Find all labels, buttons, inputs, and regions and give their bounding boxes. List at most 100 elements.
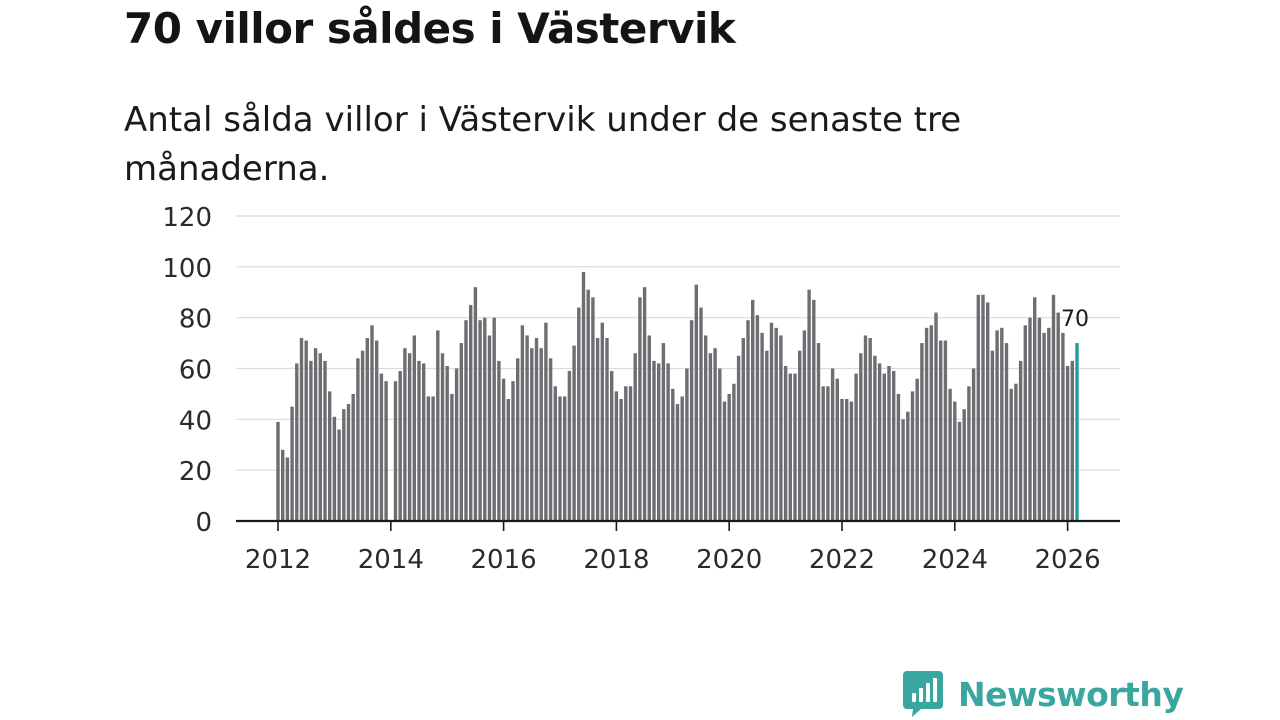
bar <box>553 386 557 521</box>
bar <box>821 386 825 521</box>
bar <box>600 322 604 521</box>
bar <box>718 368 722 521</box>
x-tick-label: 2018 <box>583 545 649 575</box>
bar <box>393 381 398 521</box>
bar <box>986 302 990 521</box>
bar <box>1014 383 1018 521</box>
bar <box>497 360 501 522</box>
annotation: 70 <box>1061 307 1089 332</box>
bar <box>356 358 360 521</box>
bar <box>657 363 661 521</box>
bar <box>971 368 976 521</box>
bar <box>830 368 835 521</box>
newsworthy-logo-icon <box>903 671 943 717</box>
bar <box>661 343 666 521</box>
bar <box>534 338 539 521</box>
bar <box>440 353 445 521</box>
bar <box>826 386 830 521</box>
bar <box>990 350 995 521</box>
bar <box>633 353 637 521</box>
bar <box>445 365 449 521</box>
bar <box>346 404 351 521</box>
bar <box>920 343 924 521</box>
bar <box>638 297 642 521</box>
bar <box>798 350 802 521</box>
bar <box>892 371 896 521</box>
bar <box>318 353 322 521</box>
bar <box>431 396 435 521</box>
x-tick-label: 2020 <box>696 545 762 575</box>
bar <box>299 338 304 521</box>
y-tick-label: 120 <box>162 203 212 233</box>
bar <box>1023 325 1027 521</box>
bar <box>812 299 816 522</box>
bar <box>835 378 839 521</box>
bar <box>783 365 788 521</box>
bar <box>370 325 374 521</box>
bar <box>360 350 365 521</box>
bar <box>732 383 736 521</box>
bar <box>1056 312 1060 521</box>
bar <box>788 373 792 521</box>
bar <box>614 391 619 522</box>
x-tick-label: 2016 <box>471 545 537 575</box>
bar <box>849 401 854 521</box>
bar <box>642 287 647 521</box>
bar <box>464 320 468 521</box>
newsworthy-logo-text: Newsworthy <box>958 674 1184 714</box>
bar <box>1070 360 1074 522</box>
bar <box>478 320 482 521</box>
bar <box>863 335 868 521</box>
bar <box>1065 365 1070 521</box>
y-tick-label: 20 <box>179 457 212 487</box>
bar <box>295 363 299 521</box>
bar <box>276 421 280 522</box>
bar <box>906 411 910 521</box>
bar <box>1047 327 1051 521</box>
y-tick-label: 100 <box>162 254 212 284</box>
bar <box>882 373 886 521</box>
bar <box>567 371 572 521</box>
bar <box>967 386 971 521</box>
x-tick-label: 2014 <box>358 545 424 575</box>
bar <box>751 299 755 522</box>
bar <box>628 386 633 521</box>
bar <box>511 381 515 521</box>
bar <box>342 409 346 521</box>
bar <box>873 355 877 521</box>
bar <box>816 343 821 521</box>
bar <box>605 338 609 521</box>
bar <box>704 335 708 521</box>
bar <box>487 335 492 521</box>
bar <box>450 393 454 521</box>
bar <box>962 409 966 521</box>
bar <box>924 327 929 521</box>
bar <box>290 406 294 522</box>
bar <box>685 368 689 521</box>
bar <box>845 399 849 521</box>
bar <box>351 393 355 521</box>
bar <box>765 350 769 521</box>
bar <box>929 325 933 521</box>
newsworthy-logo: Newsworthy <box>903 671 1184 717</box>
bar <box>313 348 318 521</box>
bar <box>281 449 285 521</box>
chart-subtitle: Antal sålda villor i Västervik under de … <box>124 100 962 189</box>
bar <box>520 325 525 521</box>
bar <box>896 393 901 521</box>
bar <box>755 315 760 522</box>
bar <box>581 271 586 521</box>
bar <box>769 322 774 521</box>
bar <box>943 340 948 521</box>
bar <box>647 335 651 521</box>
bar <box>1009 388 1013 521</box>
bar <box>492 317 496 521</box>
bar <box>530 348 534 521</box>
bar <box>436 330 440 522</box>
bar <box>323 360 327 522</box>
bar <box>417 360 421 522</box>
bar <box>868 338 872 521</box>
bar <box>939 340 943 521</box>
bar <box>1037 317 1042 521</box>
bar <box>426 396 431 521</box>
